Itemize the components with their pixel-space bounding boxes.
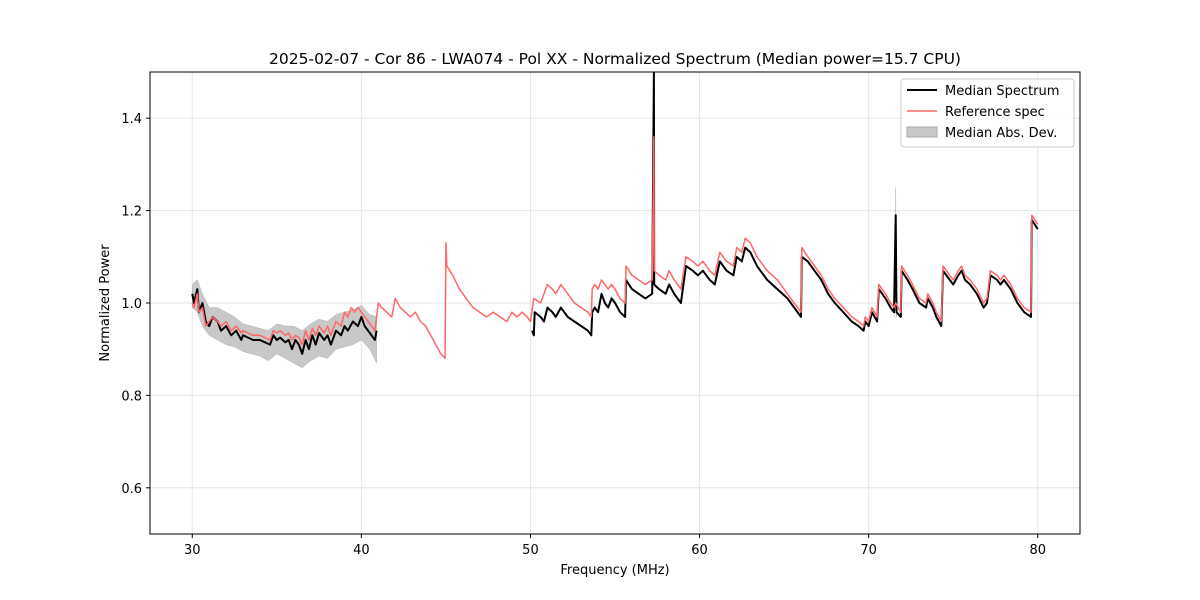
x-axis-ticks: 30 40 50 60 70 80 xyxy=(184,534,1046,558)
legend-reference-label: Reference spec xyxy=(945,105,1045,120)
y-tick-label: 1.2 xyxy=(121,205,142,220)
x-tick-label: 60 xyxy=(691,543,708,558)
x-tick-label: 80 xyxy=(1029,543,1046,558)
y-axis-ticks: 0.6 0.8 1.0 1.2 1.4 xyxy=(121,112,150,497)
mad-band xyxy=(192,279,377,368)
y-tick-label: 0.8 xyxy=(121,389,142,404)
median-spectrum-line xyxy=(531,72,1039,337)
x-axis-label: Frequency (MHz) xyxy=(560,563,669,578)
x-tick-label: 50 xyxy=(522,543,539,558)
reference-spectrum-line xyxy=(191,135,1039,360)
chart-title: 2025-02-07 - Cor 86 - LWA074 - Pol XX - … xyxy=(269,50,961,68)
mad-band xyxy=(894,187,897,317)
legend-box xyxy=(900,78,1075,148)
y-axis-label: Normalized Power xyxy=(98,244,113,362)
y-tick-label: 0.6 xyxy=(121,482,142,497)
mad-band-layer xyxy=(192,187,897,368)
legend-mad-swatch xyxy=(906,126,938,138)
legend-median-label: Median Spectrum xyxy=(945,84,1059,99)
y-tick-label: 1.0 xyxy=(121,297,142,312)
y-tick-label: 1.4 xyxy=(121,112,142,127)
x-tick-label: 70 xyxy=(860,543,877,558)
legend: Median Spectrum Reference spec Median Ab… xyxy=(900,78,1075,148)
x-tick-label: 30 xyxy=(184,543,201,558)
x-tick-label: 40 xyxy=(353,543,370,558)
legend-mad-label: Median Abs. Dev. xyxy=(945,126,1057,141)
series-layer xyxy=(191,72,1039,360)
